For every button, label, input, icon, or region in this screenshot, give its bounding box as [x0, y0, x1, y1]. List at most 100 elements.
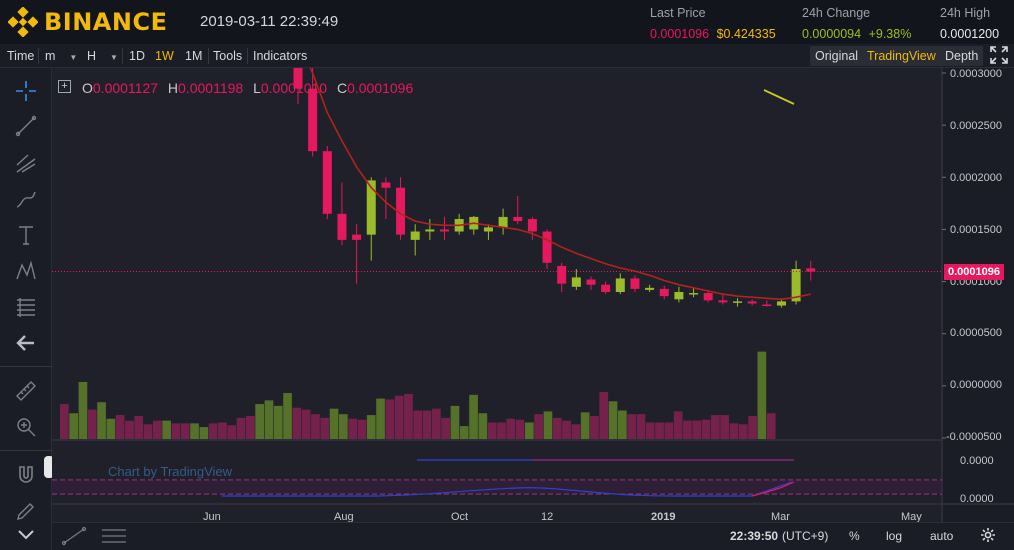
indicators-button[interactable]: Indicators	[253, 49, 308, 63]
range-tools[interactable]	[56, 523, 92, 550]
volume-bar	[664, 422, 674, 439]
volume-bar	[562, 420, 571, 439]
volume-bar	[115, 415, 125, 439]
volume-bar	[608, 401, 618, 439]
volume-bar	[683, 420, 692, 439]
brush-icon[interactable]	[8, 184, 44, 214]
volume-bar	[143, 424, 153, 439]
change-label: 24h Change	[802, 6, 871, 20]
volume-bar	[729, 423, 739, 439]
tradingview-view-button[interactable]: TradingView	[862, 46, 941, 66]
magnet-icon[interactable]	[8, 460, 44, 490]
interval-1d[interactable]: 1D	[129, 49, 145, 63]
pattern-icon[interactable]	[8, 256, 44, 286]
volume-bar	[366, 415, 376, 439]
time-button[interactable]: Time	[7, 49, 35, 63]
candle-body	[659, 288, 669, 297]
tools-button[interactable]: Tools	[213, 49, 243, 63]
volume-bar	[320, 417, 330, 439]
zoom-in-icon[interactable]	[8, 412, 44, 442]
y-tick-label: 0.0000000	[950, 379, 1002, 391]
original-view-button[interactable]: Original	[810, 46, 864, 66]
volume-bar	[450, 405, 460, 439]
candle-body	[747, 301, 757, 304]
osc-signal-line	[222, 481, 793, 497]
hour-dropdown[interactable]: H ▼	[82, 46, 123, 66]
volume-bar	[292, 407, 302, 439]
interval-1w[interactable]: 1W	[155, 49, 174, 63]
candle-body	[352, 234, 362, 240]
candle-body	[527, 219, 537, 232]
osc-tick-label: 0.0000	[960, 455, 994, 467]
volume-bar	[227, 425, 237, 439]
list-tool-icon[interactable]	[96, 523, 132, 550]
low-value: 0.0001010	[260, 80, 328, 96]
volume-bar	[543, 411, 553, 439]
volume-bar	[394, 395, 404, 439]
timezone-button[interactable]: (UTC+9)	[782, 529, 829, 543]
pitchfork-icon[interactable]	[8, 148, 44, 178]
depth-view-button[interactable]: Depth	[940, 46, 984, 66]
volume-bar	[208, 423, 218, 439]
volume-bar	[199, 427, 209, 439]
interval-1m[interactable]: 1M	[185, 49, 203, 63]
percent-toggle[interactable]: %	[849, 529, 860, 543]
low-label: L	[253, 80, 261, 96]
volume-bar	[311, 414, 320, 439]
moving-average-line	[309, 68, 811, 301]
caret-down-icon: ▼	[110, 53, 118, 62]
volume-bar	[106, 418, 116, 439]
candle-body	[542, 231, 552, 263]
candle-body	[703, 293, 713, 301]
open-label: O	[82, 80, 93, 96]
candle-body	[762, 304, 772, 307]
text-tool-icon[interactable]	[8, 220, 44, 250]
volume-bar	[134, 416, 144, 439]
last-price-label: Last Price	[650, 6, 706, 20]
ruler-icon[interactable]	[8, 376, 44, 406]
brand-logo[interactable]: BINANCE	[8, 7, 167, 37]
auto-toggle[interactable]: auto	[930, 529, 954, 543]
candle-body	[718, 300, 728, 303]
close-value: 0.0001096	[347, 80, 414, 96]
chevron-down-icon[interactable]	[8, 520, 44, 550]
arrow-back-icon[interactable]	[8, 328, 44, 358]
pencil-icon[interactable]	[8, 496, 44, 526]
osc-signal-tail	[751, 481, 795, 497]
price-axis-panel	[942, 68, 1014, 522]
minute-dropdown[interactable]: m ▼	[40, 46, 82, 66]
fullscreen-icon[interactable]	[984, 45, 1014, 65]
binance-logo-icon	[8, 7, 38, 37]
volume-bar	[599, 392, 609, 439]
high-value: 0.0001200	[940, 27, 1000, 41]
expand-legend-icon[interactable]: +	[58, 80, 71, 93]
volume-bar	[580, 412, 590, 439]
minute-label: m	[45, 49, 56, 63]
volume-bar	[255, 404, 264, 439]
collapse-toggle[interactable]	[44, 456, 54, 478]
volume-bar	[283, 393, 292, 439]
drawing-tools-rail	[0, 68, 54, 550]
volume-bar	[190, 423, 199, 439]
change-pct: +9.38%	[868, 27, 912, 41]
settings-gear-icon[interactable]	[980, 527, 996, 546]
fibonacci-icon[interactable]	[8, 292, 44, 322]
volume-bar	[487, 422, 497, 439]
trend-line-icon[interactable]	[8, 111, 44, 141]
candle-body	[513, 216, 523, 222]
volume-bar	[571, 424, 581, 439]
y-tick-label: -0.0000500	[946, 431, 1002, 443]
candle-body	[733, 301, 742, 303]
price-chart[interactable]	[52, 68, 1014, 522]
candle-body	[806, 268, 816, 272]
candle-body	[601, 284, 611, 292]
candle-body	[440, 229, 449, 232]
volume-bar	[246, 416, 255, 439]
high-label: H	[167, 80, 179, 96]
candle-body	[396, 187, 406, 235]
ohlc-legend: O0.0001127 H0.0001198 L0.0001010 C0.0001…	[76, 80, 413, 96]
log-toggle[interactable]: log	[886, 529, 903, 543]
volume-bar	[273, 405, 283, 439]
crosshair-icon[interactable]	[8, 76, 44, 106]
